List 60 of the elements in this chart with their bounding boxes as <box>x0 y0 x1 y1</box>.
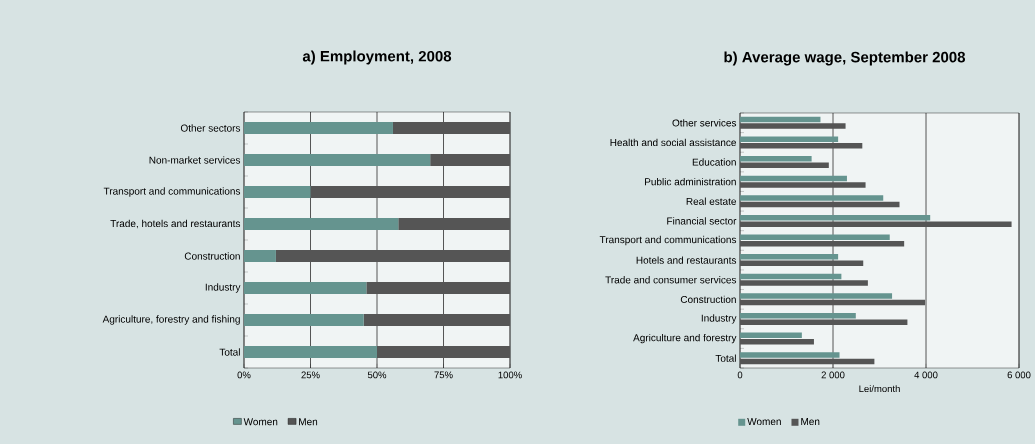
y-tick-label: Transport and communications <box>599 235 737 246</box>
bar <box>740 136 839 142</box>
x-tick-label: 0% <box>237 371 251 379</box>
y-tick-label: Trade, hotels and restaurants <box>110 219 241 229</box>
bar <box>740 116 821 123</box>
bar <box>740 293 893 299</box>
bar <box>244 154 431 166</box>
x-tick-label: 50% <box>367 371 387 379</box>
bar <box>740 273 842 280</box>
y-tick-label: Agriculture and forestry <box>633 333 737 344</box>
y-tick-label: Non-market services <box>149 156 241 164</box>
y-tick-label: Construction <box>184 252 240 260</box>
y-tick-label: Financial sector <box>667 217 737 225</box>
x-tick-label: 75% <box>434 371 453 379</box>
y-tick-label: Trade and consumer services <box>605 276 737 284</box>
x-tick-label: 4 000 <box>914 371 938 379</box>
x-tick-label: 25% <box>301 371 320 379</box>
y-tick-label: Total <box>219 348 240 356</box>
y-tick-label: Other sectors <box>180 124 241 132</box>
y-tick-label: Hotels and restaurants <box>636 256 737 264</box>
legend-label: Men <box>299 418 318 426</box>
x-tick-label: 6 000 <box>1007 371 1031 379</box>
bar <box>740 332 802 339</box>
y-tick-label: Industry <box>205 283 241 293</box>
y-tick-label: Education <box>692 158 736 166</box>
bar <box>740 162 829 169</box>
bar <box>244 314 364 326</box>
bar <box>244 122 393 134</box>
y-tick-label: Transport and communications <box>103 187 241 197</box>
y-tick-label: Agriculture, forestry and fishing <box>102 315 240 325</box>
bar <box>244 282 367 294</box>
bar <box>740 195 884 201</box>
y-tick-label: Other services <box>672 119 737 127</box>
bar <box>244 346 377 358</box>
legend-label: Women <box>747 418 781 426</box>
legend-label: Men <box>801 418 820 426</box>
x-tick-label: 0 <box>737 371 743 379</box>
chart-title: b) Average wage, September 2008 <box>724 51 966 66</box>
y-tick-label: Public administration <box>645 177 736 186</box>
y-tick-label: Total <box>715 354 736 362</box>
x-axis-title: Lei/month <box>859 385 900 393</box>
y-tick-label: Health and social assistance <box>610 138 736 147</box>
bar <box>244 186 311 199</box>
x-tick-label: 100% <box>498 371 522 379</box>
bar <box>740 339 814 345</box>
y-tick-label: Real estate <box>686 197 737 205</box>
y-tick-label: Construction <box>680 295 736 304</box>
legend-label: Women <box>243 418 278 426</box>
bar <box>244 250 276 262</box>
bar <box>740 156 812 162</box>
bar <box>740 214 931 221</box>
y-tick-label: Industry <box>701 314 737 324</box>
bar <box>244 218 399 230</box>
bar <box>740 312 856 319</box>
bar <box>740 175 847 182</box>
bar <box>740 352 840 358</box>
chart-title: a) Employment, 2008 <box>302 50 452 65</box>
bar <box>740 254 839 260</box>
x-tick-label: 2 000 <box>821 371 845 379</box>
bar <box>740 234 890 240</box>
